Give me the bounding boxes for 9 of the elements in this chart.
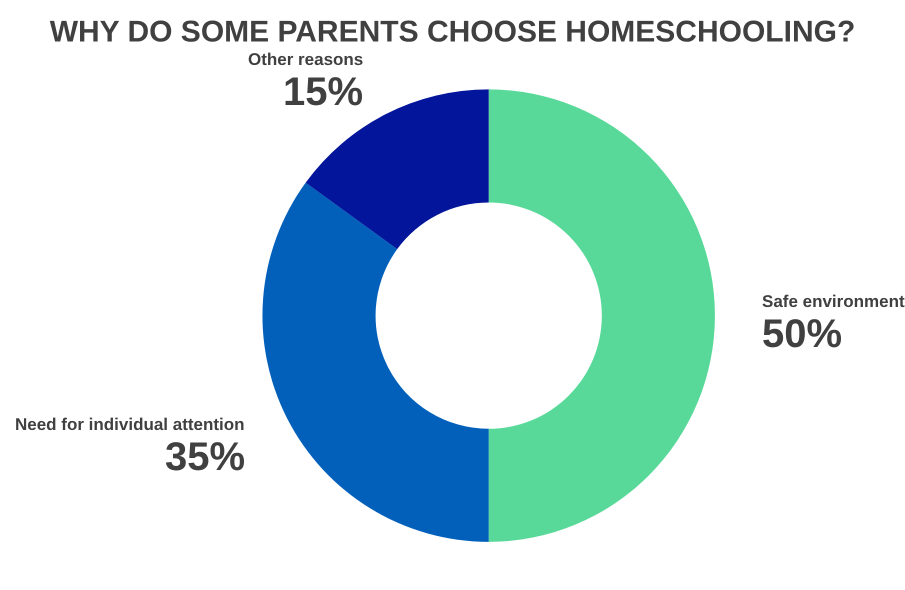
data-label: 15% <box>283 70 364 114</box>
data-label: 35% <box>165 435 246 479</box>
slice-label: Need for individual attention <box>15 415 245 434</box>
donut-slice <box>488 89 715 542</box>
data-label: 50% <box>762 312 842 356</box>
chart-title: WHY DO SOME PARENTS CHOOSE HOMESCHOOLING? <box>50 16 856 49</box>
slice-label: Other reasons <box>248 50 364 69</box>
slice-label: Safe environment <box>762 292 905 311</box>
donut-slice <box>262 182 489 542</box>
